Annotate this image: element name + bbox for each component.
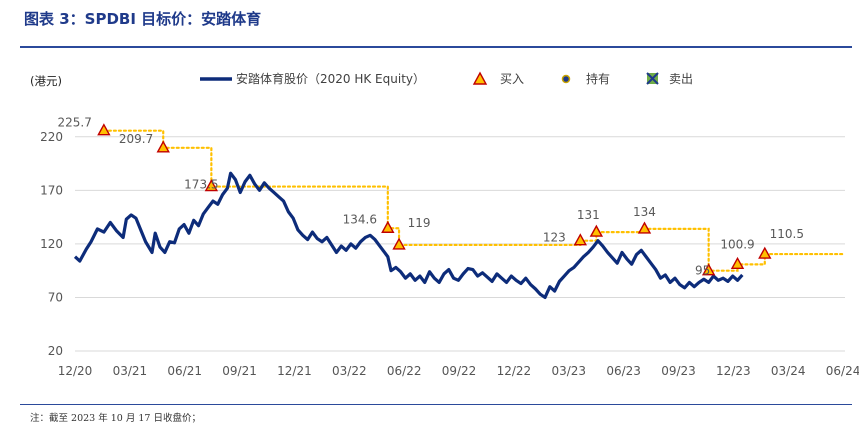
- x-tick-label: 03/21: [113, 364, 148, 378]
- x-tick-label: 09/21: [222, 364, 257, 378]
- y-tick-label: 20: [48, 344, 63, 358]
- x-tick-label: 06/21: [167, 364, 202, 378]
- buy-marker: [381, 220, 395, 233]
- target-price-label: 131: [577, 208, 600, 222]
- buy-marker: [589, 224, 604, 237]
- buy-markers: [97, 123, 772, 276]
- x-tick-label: 12/22: [497, 364, 532, 378]
- x-tick-label: 09/22: [442, 364, 477, 378]
- buy-marker: [156, 140, 170, 153]
- legend-hold-marker: [561, 74, 571, 84]
- target-price-label: 209.7: [119, 132, 153, 146]
- x-tick-label: 06/22: [387, 364, 422, 378]
- target-price-label: 173.5: [184, 178, 218, 192]
- target-price-label: 134: [633, 205, 656, 219]
- y-tick-label: 70: [48, 290, 63, 304]
- x-tick-label: 12/23: [716, 364, 751, 378]
- target-price-label: 225.7: [58, 116, 92, 130]
- y-tick-label: 170: [40, 183, 63, 197]
- top-divider: [20, 46, 852, 48]
- x-tick-label: 06/24: [826, 364, 859, 378]
- y-axis-ticks: 20 70 120 170 220: [40, 130, 63, 358]
- x-tick-label: 03/24: [771, 364, 806, 378]
- x-axis-ticks: 12/20 03/21 06/21 09/21 12/21 03/22 06/22 09/22…: [58, 364, 859, 378]
- price-line: [73, 171, 744, 300]
- bottom-divider: [20, 404, 852, 405]
- y-tick-label: 220: [40, 130, 63, 144]
- buy-marker: [701, 263, 716, 276]
- legend-sell-label: 卖出: [669, 72, 693, 86]
- price-series: [73, 171, 744, 300]
- buy-marker: [573, 233, 587, 246]
- target-price-label: 123: [543, 231, 566, 245]
- buy-marker: [392, 237, 406, 250]
- x-tick-label: 09/23: [661, 364, 696, 378]
- buy-marker: [730, 256, 745, 270]
- buy-marker: [758, 246, 772, 259]
- target-price-label: 119: [408, 216, 431, 230]
- x-tick-label: 12/20: [58, 364, 93, 378]
- chart-title: 图表 3：SPDBI 目标价：安踏体育: [24, 10, 262, 28]
- legend-price-label: 安踏体育股价（2020 HK Equity）: [236, 71, 425, 86]
- x-tick-label: 12/21: [277, 364, 312, 378]
- target-price-label: 95: [695, 264, 710, 278]
- legend-sell-marker: [646, 72, 659, 85]
- x-tick-label: 03/22: [332, 364, 367, 378]
- target-price-label: 134.6: [343, 212, 377, 226]
- chart-canvas: 20 70 120 170 220 12/20 03/21 06/21 09/21 12/21 0…: [30, 71, 859, 378]
- buy-marker: [204, 179, 219, 192]
- target-labels: 225.7 209.7 173.5 134.6 119 123 131 134 95 100.9 1…: [58, 116, 804, 278]
- x-tick-label: 06/23: [606, 364, 641, 378]
- y-axis-unit: (港元): [30, 74, 62, 88]
- legend: 安踏体育股价（2020 HK Equity） 买入 持有 卖出: [200, 71, 693, 86]
- target-price-label: 100.9: [720, 237, 754, 251]
- buy-marker: [637, 221, 652, 234]
- legend-buy-label: 买入: [500, 72, 524, 86]
- buy-marker: [97, 123, 111, 136]
- footnote: 注：截至 2023 年 10 月 17 日收盘价；: [30, 413, 201, 424]
- legend-hold-label: 持有: [586, 71, 610, 86]
- x-tick-label: 03/23: [551, 364, 586, 378]
- legend-buy-marker: [472, 71, 488, 85]
- target-price-label: 110.5: [770, 227, 804, 241]
- y-tick-label: 120: [40, 237, 63, 251]
